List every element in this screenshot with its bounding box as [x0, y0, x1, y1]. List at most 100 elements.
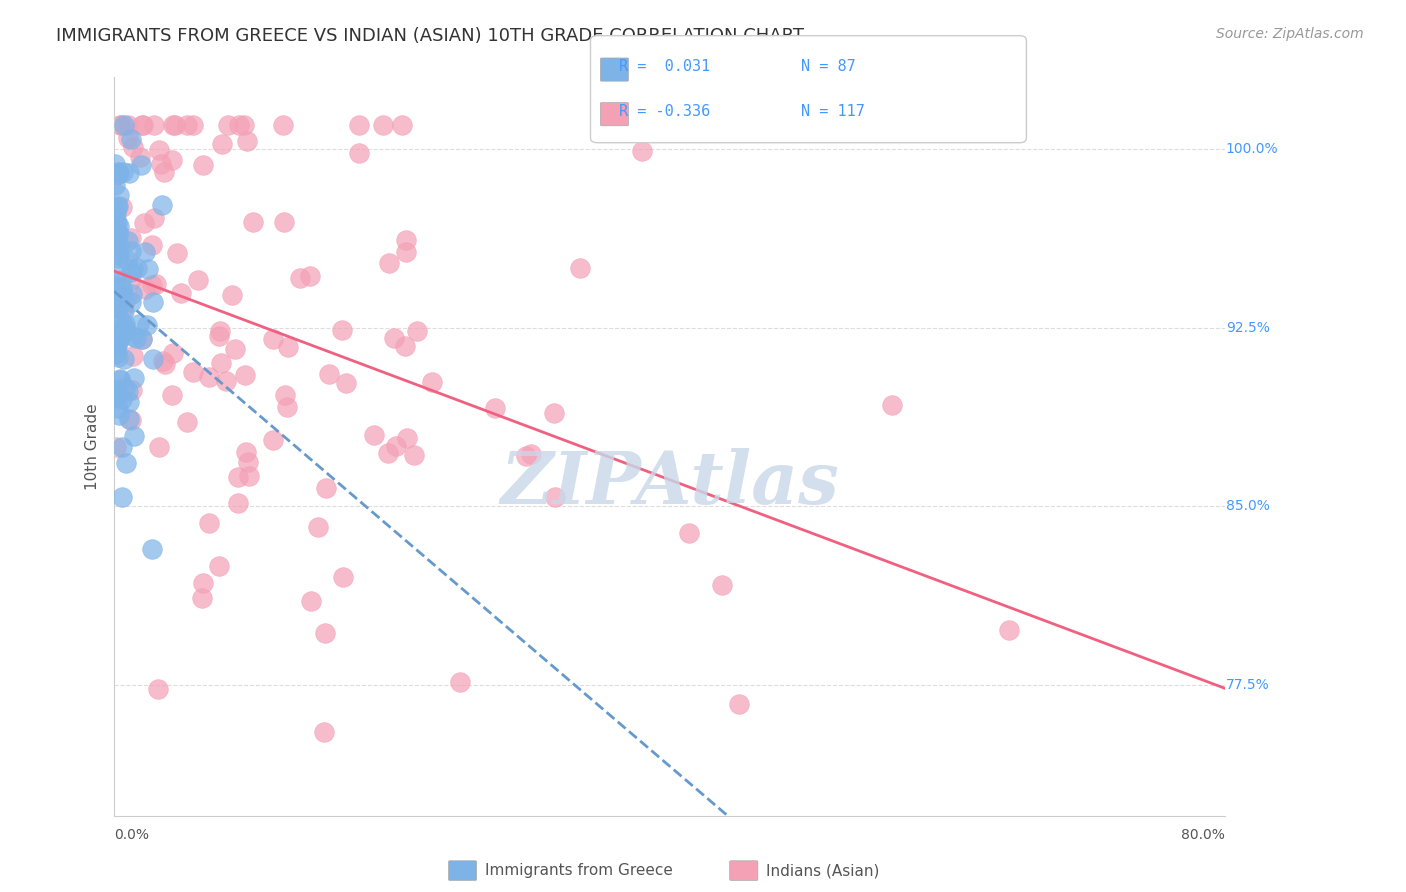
Point	[160, 387, 183, 401]
Point	[193, 158, 215, 172]
Point	[131, 332, 153, 346]
Point	[128, 318, 150, 332]
Point	[515, 449, 537, 463]
Point	[332, 570, 354, 584]
Point	[104, 340, 127, 354]
Point	[543, 405, 565, 419]
Point	[163, 118, 186, 132]
Point	[998, 623, 1021, 637]
Point	[105, 216, 128, 230]
Point	[108, 187, 131, 202]
Point	[395, 233, 418, 247]
Point	[125, 330, 148, 344]
Point	[226, 496, 249, 510]
Point	[242, 215, 264, 229]
Point	[115, 252, 138, 267]
Point	[105, 168, 128, 182]
Point	[120, 413, 142, 427]
Point	[114, 381, 136, 395]
Point	[394, 339, 416, 353]
Point	[262, 332, 284, 346]
Point	[211, 137, 233, 152]
Point	[347, 145, 370, 160]
Point	[105, 213, 128, 227]
Y-axis label: 10th Grade: 10th Grade	[86, 403, 100, 490]
Point	[104, 278, 127, 293]
Point	[420, 375, 443, 389]
Point	[117, 118, 139, 132]
Point	[271, 118, 294, 132]
Point	[103, 390, 125, 404]
Point	[132, 216, 155, 230]
Point	[152, 165, 174, 179]
Point	[105, 200, 128, 214]
Point	[233, 118, 256, 132]
Point	[274, 388, 297, 402]
Point	[141, 278, 163, 293]
Point	[104, 346, 127, 360]
Point	[136, 262, 159, 277]
Point	[111, 164, 134, 178]
Point	[111, 491, 134, 505]
Point	[117, 291, 139, 305]
Text: Indians (Asian): Indians (Asian)	[766, 863, 880, 878]
Point	[405, 324, 427, 338]
Point	[104, 440, 127, 454]
Point	[104, 235, 127, 250]
Point	[543, 490, 565, 504]
Point	[208, 558, 231, 573]
Point	[142, 118, 165, 132]
Point	[108, 118, 131, 132]
Point	[142, 351, 165, 366]
Point	[181, 365, 204, 379]
Point	[404, 448, 426, 462]
Point	[111, 302, 134, 317]
Point	[104, 178, 127, 192]
Point	[120, 273, 142, 287]
Point	[221, 287, 243, 301]
Point	[312, 725, 335, 739]
Point	[122, 429, 145, 443]
Point	[395, 245, 418, 260]
Point	[122, 370, 145, 384]
Point	[277, 340, 299, 354]
Point	[104, 326, 127, 341]
Text: 80.0%: 80.0%	[1181, 828, 1225, 842]
Text: 77.5%: 77.5%	[1226, 678, 1270, 692]
Text: R = -0.336: R = -0.336	[619, 104, 710, 119]
Point	[148, 440, 170, 454]
Point	[120, 294, 142, 309]
Point	[104, 386, 127, 401]
Point	[110, 314, 132, 328]
Point	[132, 118, 155, 132]
Point	[105, 334, 128, 349]
Text: N = 117: N = 117	[801, 104, 865, 119]
Text: 0.0%: 0.0%	[114, 828, 149, 842]
Point	[166, 245, 188, 260]
Text: N = 87: N = 87	[801, 60, 856, 74]
Point	[105, 297, 128, 311]
Point	[110, 118, 132, 132]
Point	[112, 326, 135, 341]
Point	[114, 317, 136, 331]
Point	[318, 368, 340, 382]
Point	[148, 682, 170, 697]
Point	[107, 165, 129, 179]
Point	[108, 166, 131, 180]
Point	[114, 321, 136, 335]
Point	[520, 447, 543, 461]
Point	[236, 134, 259, 148]
Point	[118, 394, 141, 409]
Point	[209, 355, 232, 369]
Text: 85.0%: 85.0%	[1226, 500, 1270, 514]
Point	[142, 294, 165, 309]
Point	[176, 415, 198, 429]
Point	[678, 525, 700, 540]
Point	[150, 198, 173, 212]
Point	[129, 158, 152, 172]
Text: Source: ZipAtlas.com: Source: ZipAtlas.com	[1216, 27, 1364, 41]
Point	[215, 375, 238, 389]
Point	[107, 336, 129, 351]
Text: Immigrants from Greece: Immigrants from Greece	[485, 863, 673, 878]
Text: 100.0%: 100.0%	[1226, 142, 1278, 156]
